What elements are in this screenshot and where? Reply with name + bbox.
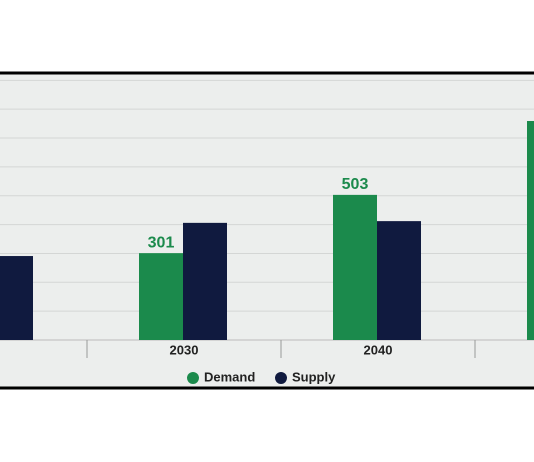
data-label: 503 xyxy=(342,176,369,193)
bar xyxy=(139,253,183,340)
bar xyxy=(377,221,421,340)
bar xyxy=(0,256,33,340)
legend-marker xyxy=(187,372,199,384)
x-tick-label: 2030 xyxy=(170,342,199,357)
plot-background xyxy=(0,74,534,387)
bar xyxy=(527,121,534,341)
bar xyxy=(333,194,377,340)
bar xyxy=(183,222,227,340)
legend-marker xyxy=(275,372,287,384)
x-tick-label: 2040 xyxy=(364,342,393,357)
legend-label: Demand xyxy=(204,369,255,384)
data-label: 301 xyxy=(148,234,175,251)
legend-label: Supply xyxy=(292,369,336,384)
